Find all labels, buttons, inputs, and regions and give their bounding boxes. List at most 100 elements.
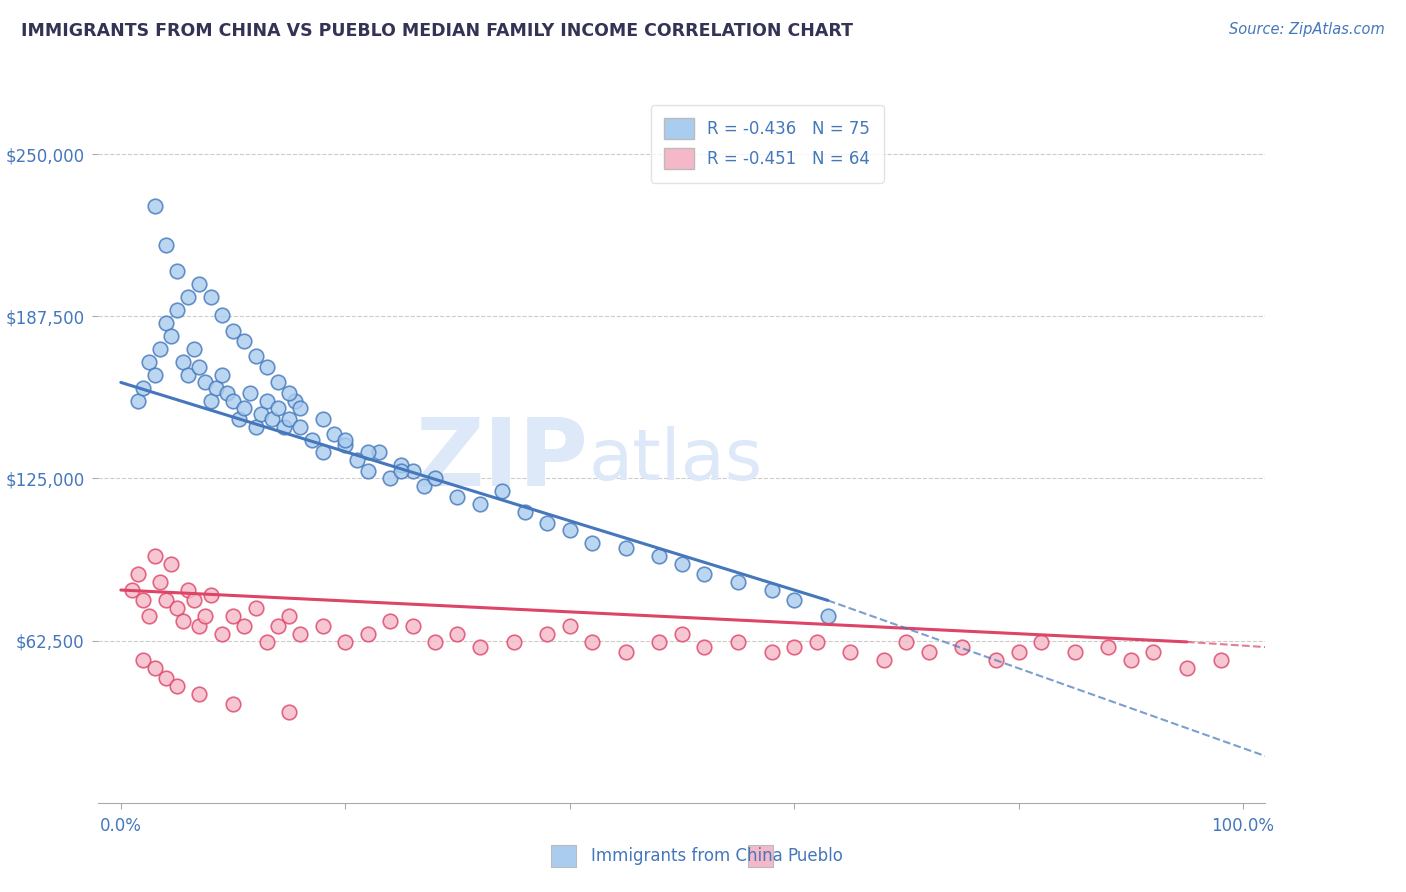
Point: [290, 419, 312, 434]
Point: [127, 567, 149, 582]
Point: [222, 393, 245, 408]
Point: [761, 645, 783, 659]
Point: [312, 619, 335, 633]
Point: [256, 635, 278, 649]
Point: [873, 653, 896, 667]
Point: [188, 619, 211, 633]
Point: [239, 385, 262, 400]
Point: [312, 411, 335, 425]
Point: [121, 582, 143, 597]
Point: [188, 277, 211, 291]
Point: [693, 567, 716, 582]
Point: [727, 575, 749, 590]
Point: [446, 627, 468, 641]
Point: [166, 264, 188, 278]
Point: [389, 458, 412, 473]
Point: [205, 381, 228, 395]
Point: [245, 419, 267, 434]
Point: [183, 342, 205, 356]
Point: [536, 627, 558, 641]
Point: [312, 445, 335, 459]
Point: [138, 609, 160, 624]
Text: Immigrants from China: Immigrants from China: [591, 847, 782, 865]
Point: [172, 354, 194, 368]
Point: [671, 557, 693, 571]
Point: [502, 635, 524, 649]
Point: [423, 635, 446, 649]
Point: [323, 427, 346, 442]
Point: [273, 419, 295, 434]
Point: [183, 593, 205, 607]
Point: [389, 464, 412, 478]
Point: [1029, 635, 1052, 649]
Point: [132, 381, 155, 395]
Point: [468, 640, 491, 654]
Point: [256, 359, 278, 374]
Point: [160, 557, 183, 571]
Point: [284, 393, 307, 408]
Point: [155, 671, 177, 685]
Point: [984, 653, 1007, 667]
Point: [581, 635, 603, 649]
Point: [783, 593, 806, 607]
Point: [177, 290, 200, 304]
Point: [211, 368, 233, 382]
Point: [693, 640, 716, 654]
Text: atlas: atlas: [589, 425, 763, 495]
Point: [194, 376, 217, 390]
Point: [143, 661, 166, 675]
Point: [558, 524, 581, 538]
Point: [412, 479, 434, 493]
Point: [468, 497, 491, 511]
Point: [446, 490, 468, 504]
Point: [228, 411, 250, 425]
Point: [1007, 645, 1029, 659]
Point: [267, 619, 290, 633]
Point: [614, 645, 637, 659]
Point: [1063, 645, 1085, 659]
Point: [896, 635, 918, 649]
Point: [380, 471, 402, 485]
Point: [335, 433, 357, 447]
Point: [233, 401, 256, 416]
Point: [783, 640, 806, 654]
Point: [127, 393, 149, 408]
Point: [166, 302, 188, 317]
Point: [671, 627, 693, 641]
Point: [1097, 640, 1119, 654]
Point: [166, 679, 188, 693]
Point: [155, 238, 177, 252]
Point: [132, 653, 155, 667]
Point: [368, 445, 391, 459]
Point: [423, 471, 446, 485]
Point: [177, 368, 200, 382]
Point: [245, 601, 267, 615]
Text: IMMIGRANTS FROM CHINA VS PUEBLO MEDIAN FAMILY INCOME CORRELATION CHART: IMMIGRANTS FROM CHINA VS PUEBLO MEDIAN F…: [21, 22, 853, 40]
Point: [211, 627, 233, 641]
Point: [491, 484, 513, 499]
Point: [245, 350, 267, 364]
Point: [335, 438, 357, 452]
Point: [143, 368, 166, 382]
Point: [278, 705, 301, 719]
Point: [166, 601, 188, 615]
Legend: R = -0.436   N = 75, R = -0.451   N = 64: R = -0.436 N = 75, R = -0.451 N = 64: [651, 104, 883, 183]
Point: [581, 536, 603, 550]
Point: [1209, 653, 1232, 667]
Point: [290, 627, 312, 641]
Point: [817, 609, 839, 624]
Point: [614, 541, 637, 556]
Point: [401, 464, 423, 478]
Point: [278, 609, 301, 624]
Point: [918, 645, 941, 659]
Point: [155, 593, 177, 607]
Text: ZIP: ZIP: [416, 414, 589, 507]
Point: [149, 575, 172, 590]
Point: [1142, 645, 1164, 659]
Point: [380, 614, 402, 628]
Point: [839, 645, 862, 659]
Point: [335, 635, 357, 649]
Point: [262, 411, 284, 425]
Point: [513, 505, 536, 519]
Point: [222, 324, 245, 338]
